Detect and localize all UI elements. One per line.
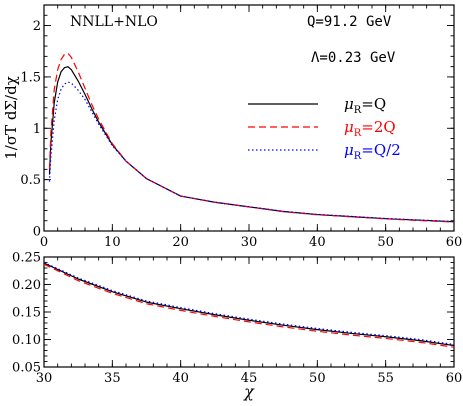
top-y-tick-label: 0.5 xyxy=(20,173,41,188)
top-y-tick-label: 1 xyxy=(33,122,41,137)
legend: μR=Q μR=2Q μR=Q/2 xyxy=(248,95,401,162)
bottom-x-tick-label: 30 xyxy=(36,371,53,386)
x-axis-label: χ xyxy=(243,382,255,401)
bottom-y-tick-label: 0.25 xyxy=(12,251,41,266)
bottom-y-tick-label: 0.20 xyxy=(12,278,41,293)
top-x-tick-label: 60 xyxy=(446,235,463,250)
bottom-y-tick-label: 0.15 xyxy=(12,306,41,321)
legend-label-mu-half-q: μR=Q/2 xyxy=(344,141,401,162)
top-y-tick-label: 1.5 xyxy=(20,70,41,85)
bottom-y-tick-label: 0.05 xyxy=(12,361,41,376)
bottom-panel: 30 35 40 45 50 55 60 0.05 0.10 0.15 0.20 0.25 χ xyxy=(12,251,462,402)
bottom-x-tick-label: 45 xyxy=(241,371,258,386)
bottom-x-tick-label: 40 xyxy=(172,371,189,386)
annotation-energy: Q=91.2 GeV xyxy=(307,14,392,30)
bottom-x-tick-label: 50 xyxy=(309,371,326,386)
bottom-plot-frame xyxy=(43,256,455,368)
top-x-tick-label: 0 xyxy=(40,235,48,250)
top-y-tick-label: 2 xyxy=(33,19,41,34)
annotation-lambda: Λ=0.23 GeV xyxy=(311,50,396,66)
top-y-tick-label: 0 xyxy=(33,225,41,240)
top-panel: 0 10 20 30 40 50 60 0 0.5 1 1.5 2 NNLL+NLO Q=91.2 G… xyxy=(2,4,463,250)
top-axis-ticks: 0 10 20 30 40 50 60 0 0.5 1 1.5 2 xyxy=(20,4,463,250)
top-x-tick-label: 50 xyxy=(377,235,394,250)
bottom-axis-ticks: 30 35 40 45 50 55 60 0.05 0.10 0.15 0.20 0.25 xyxy=(12,251,462,387)
legend-label-mu-2q: μR=2Q xyxy=(344,118,396,139)
top-series-lines xyxy=(48,52,455,223)
top-x-tick-label: 40 xyxy=(309,235,326,250)
bottom-x-tick-label: 60 xyxy=(446,371,463,386)
top-x-tick-label: 10 xyxy=(104,235,121,250)
bottom-series-mu-2q xyxy=(43,263,455,348)
top-x-tick-label: 30 xyxy=(241,235,258,250)
bottom-x-tick-label: 55 xyxy=(377,371,394,386)
legend-label-mu-q: μR=Q xyxy=(344,95,386,116)
top-x-tick-label: 20 xyxy=(172,235,189,250)
bottom-y-tick-label: 0.10 xyxy=(12,333,41,348)
bottom-series-mu-q xyxy=(43,262,455,347)
bottom-series-mu-half-q xyxy=(43,261,455,346)
bottom-x-tick-label: 35 xyxy=(104,371,121,386)
bottom-series-lines xyxy=(43,261,455,348)
annotation-order: NNLL+NLO xyxy=(70,14,158,30)
y-axis-label: 1/σT dΣ/dχ xyxy=(2,76,20,160)
top-series-mu-2q xyxy=(48,52,455,223)
